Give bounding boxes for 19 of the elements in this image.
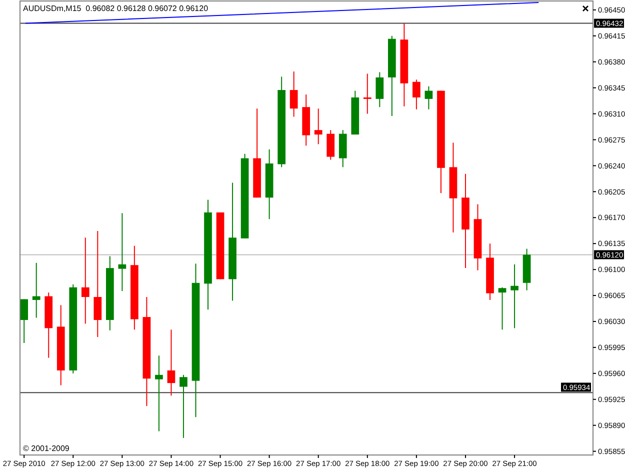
candlestick [376,72,384,108]
candlestick [412,79,420,110]
candlestick [510,264,518,329]
candlestick [290,70,298,118]
candlestick [314,108,322,145]
candlestick [32,262,40,318]
candlestick [118,212,126,292]
candlestick [180,374,188,438]
candlestick [20,298,28,344]
candlestick [155,355,163,432]
annotation: © 2001-2009 [23,444,70,453]
candlestick [424,86,433,110]
chart-title: AUDUSDm,M15 0.96082 0.96128 0.96072 0.96120 [23,4,209,13]
candlestick [94,230,102,338]
candlestick [363,73,372,114]
candlestick [498,286,506,330]
candlestick [167,329,176,396]
candlestick [326,130,335,160]
candlestick [81,237,90,324]
